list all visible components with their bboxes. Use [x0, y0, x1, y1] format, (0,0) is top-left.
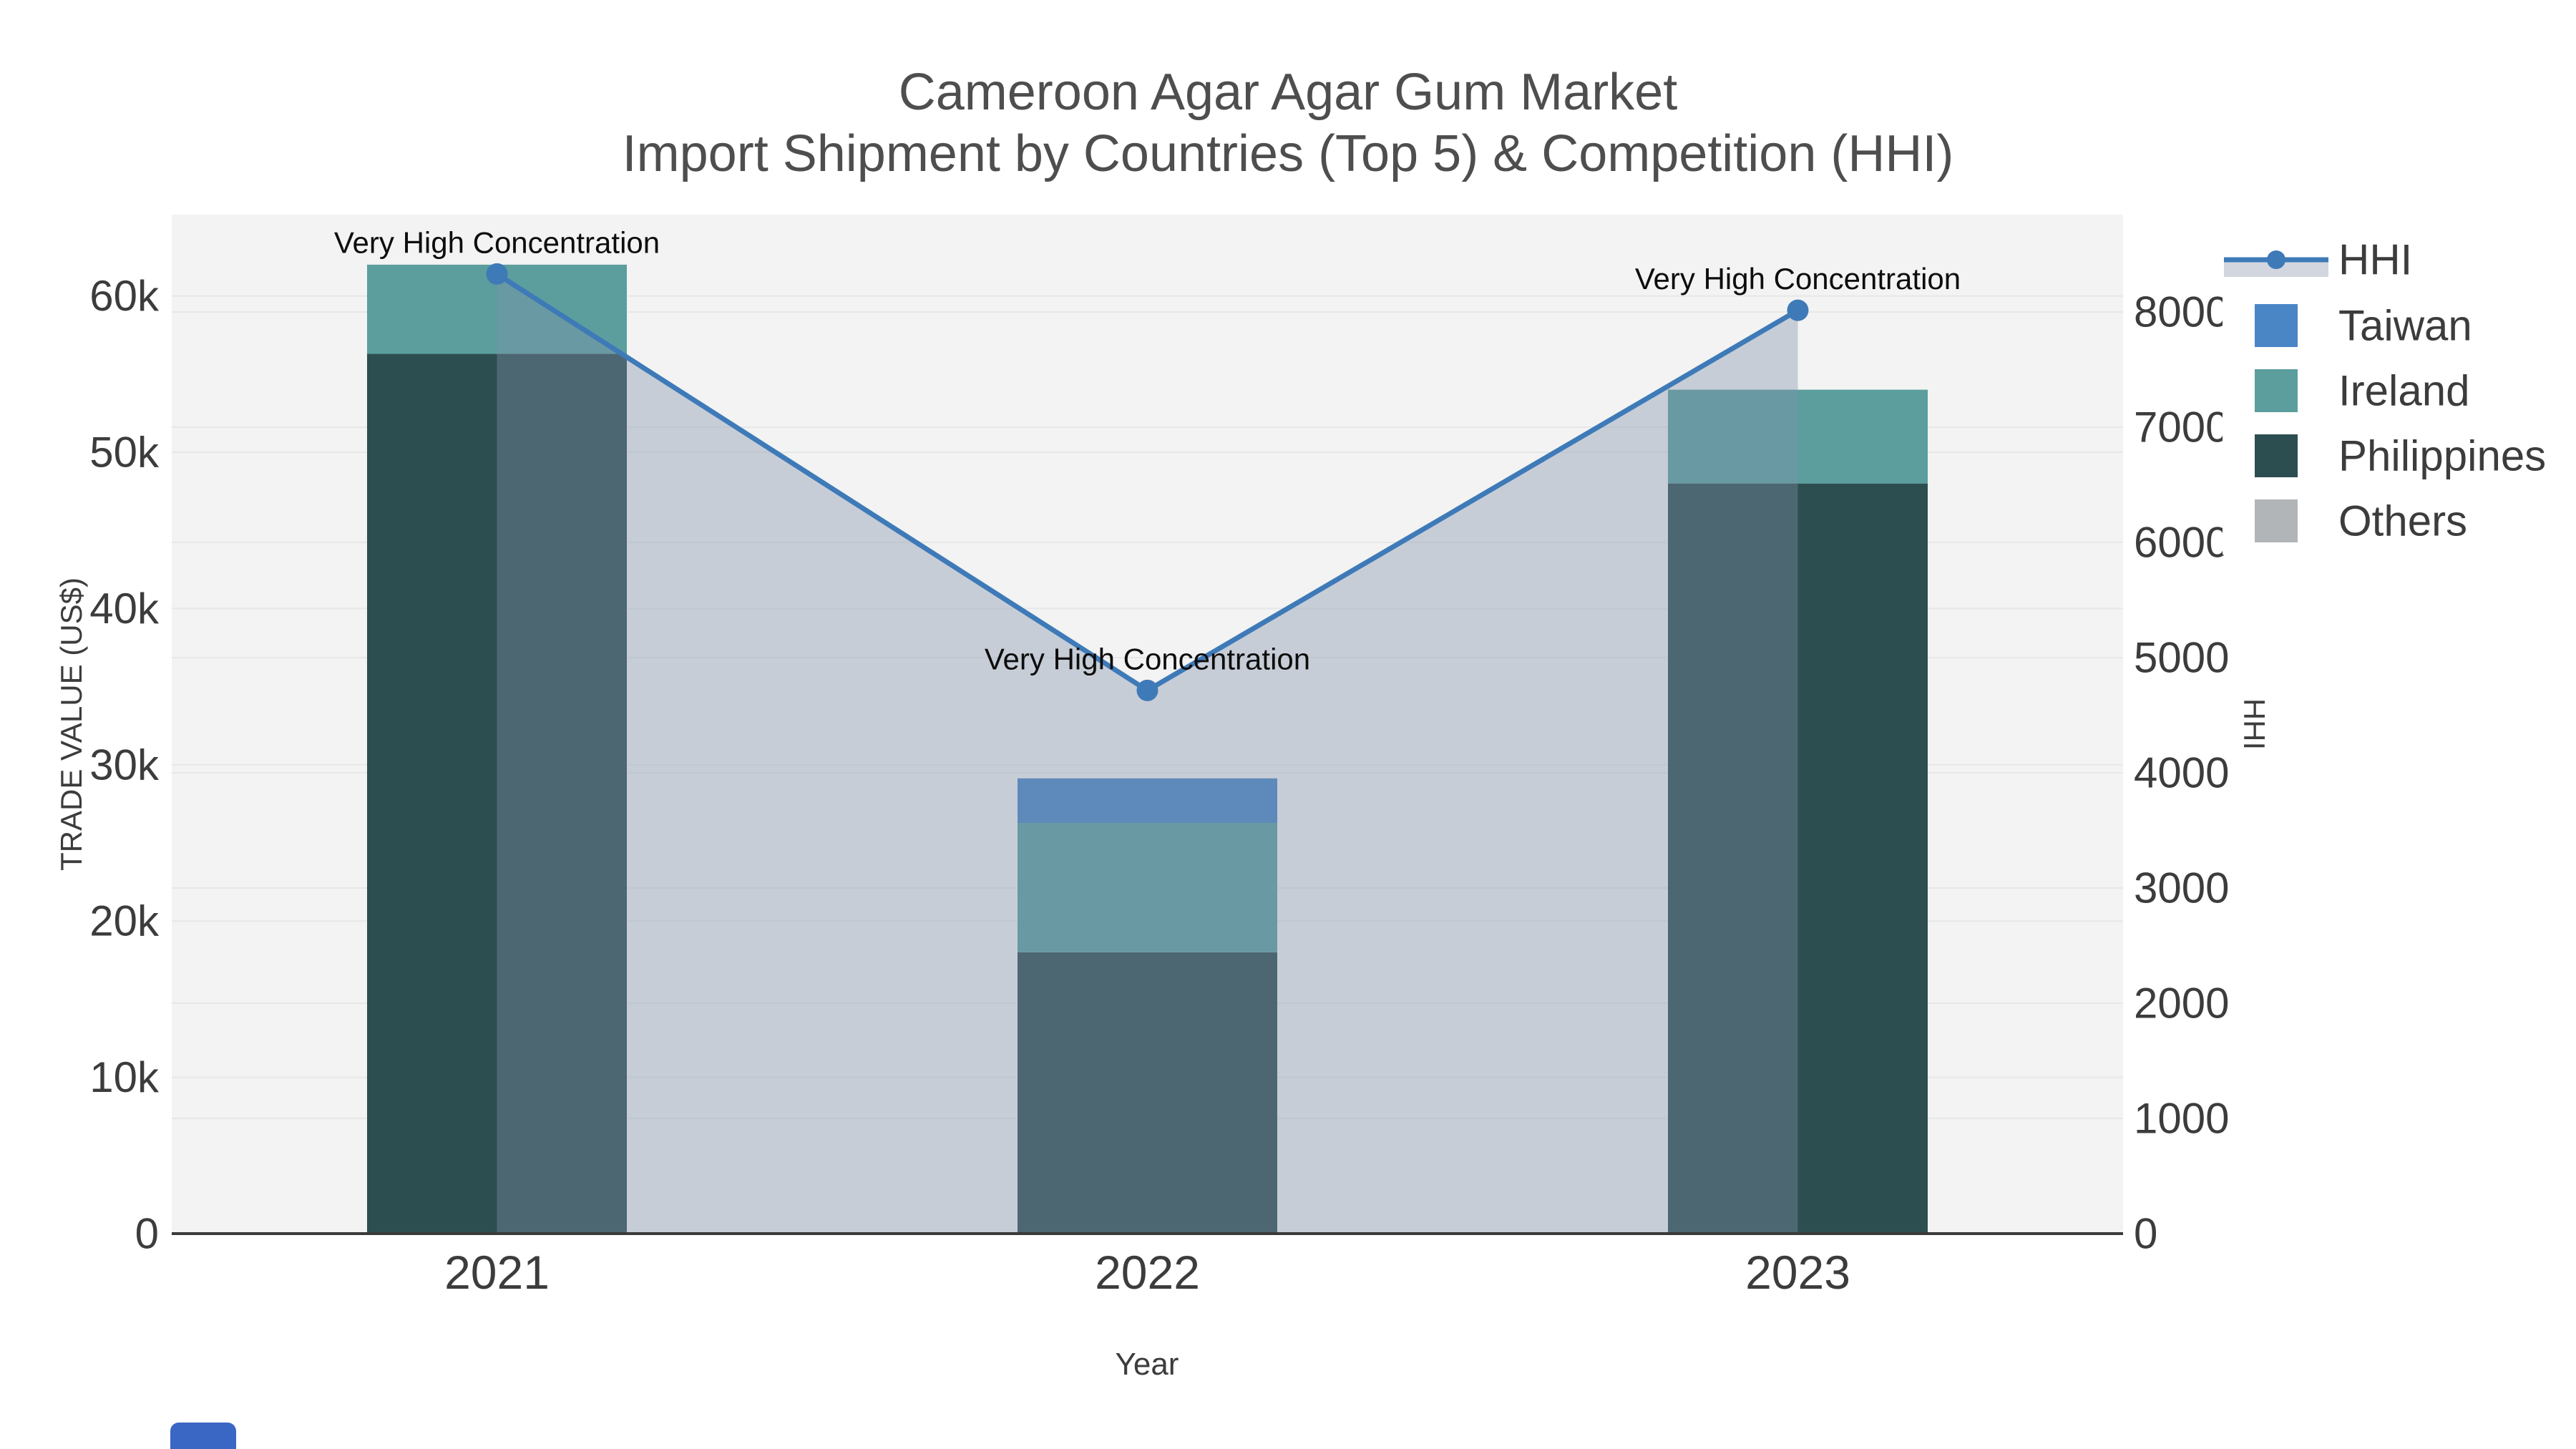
- legend-item-philippines[interactable]: Philippines: [2255, 432, 2546, 480]
- bar-segment-philippines-2023[interactable]: [1668, 483, 1928, 1234]
- left-tick-label: 0: [135, 1210, 159, 1258]
- legend-hhi-marker-icon: [2267, 250, 2285, 269]
- right-tick-label: 8000: [2134, 288, 2229, 336]
- hhi-marker-2023[interactable]: [1787, 299, 1809, 321]
- bar-segment-taiwan-2022[interactable]: [1018, 778, 1277, 824]
- left-tick-label: 40k: [89, 585, 160, 633]
- bar-segment-ireland-2022[interactable]: [1018, 823, 1277, 952]
- left-tick-label: 20k: [89, 897, 160, 945]
- legend-color-swatch: [2255, 369, 2298, 412]
- x-axis-title: Year: [1115, 1347, 1179, 1382]
- right-tick-label: 5000: [2134, 634, 2229, 682]
- right-tick-label: 6000: [2134, 519, 2229, 567]
- chart-title: Cameroon Agar Agar Gum Market: [898, 64, 1678, 121]
- legend-color-swatch: [2255, 499, 2298, 542]
- legend-label: Philippines: [2338, 432, 2546, 480]
- right-tick-label: 1000: [2134, 1095, 2229, 1143]
- annotation-2022: Very High Concentration: [985, 642, 1310, 675]
- right-y-axis-title: HHI: [2238, 698, 2271, 751]
- x-tick-label: 2022: [1095, 1246, 1200, 1299]
- annotation-2023: Very High Concentration: [1635, 262, 1961, 296]
- chart-subtitle: Import Shipment by Countries (Top 5) & C…: [622, 125, 1954, 182]
- annotation-2021: Very High Concentration: [334, 225, 660, 259]
- legend-label: Ireland: [2338, 367, 2469, 415]
- left-tick-label: 10k: [89, 1053, 160, 1101]
- bar-segment-ireland-2023[interactable]: [1668, 389, 1928, 484]
- left-tick-label: 50k: [89, 428, 160, 476]
- legend-item-hhi[interactable]: HHI: [2224, 236, 2412, 284]
- left-y-axis-title: TRADE VALUE (US$): [54, 577, 88, 871]
- right-tick-label: 3000: [2134, 864, 2229, 912]
- legend-color-swatch: [2255, 434, 2298, 477]
- x-tick-label: 2023: [1745, 1246, 1850, 1299]
- left-tick-label: 30k: [89, 741, 160, 789]
- legend-color-swatch: [2255, 304, 2298, 347]
- legend-item-ireland[interactable]: Ireland: [2255, 367, 2469, 415]
- left-tick-label: 60k: [89, 272, 160, 320]
- right-tick-label: 2000: [2134, 980, 2229, 1028]
- legend-label: Taiwan: [2338, 302, 2472, 350]
- hhi-area-fill: [497, 273, 1798, 1234]
- bar-segment-philippines-2021[interactable]: [367, 353, 627, 1234]
- legend-label: Others: [2338, 497, 2467, 545]
- right-tick-label: 7000: [2134, 404, 2229, 452]
- x-tick-label: 2021: [444, 1246, 550, 1299]
- hhi-marker-2021[interactable]: [486, 263, 508, 285]
- bar-segment-philippines-2022[interactable]: [1018, 952, 1277, 1234]
- hhi-marker-2022[interactable]: [1136, 679, 1158, 701]
- legend-item-taiwan[interactable]: Taiwan: [2255, 302, 2472, 350]
- right-tick-label: 4000: [2134, 749, 2229, 797]
- legend-item-others[interactable]: Others: [2255, 497, 2467, 545]
- legend-label: HHI: [2338, 236, 2412, 284]
- right-tick-label: 0: [2134, 1210, 2157, 1258]
- logo-badge[interactable]: [170, 1423, 236, 1449]
